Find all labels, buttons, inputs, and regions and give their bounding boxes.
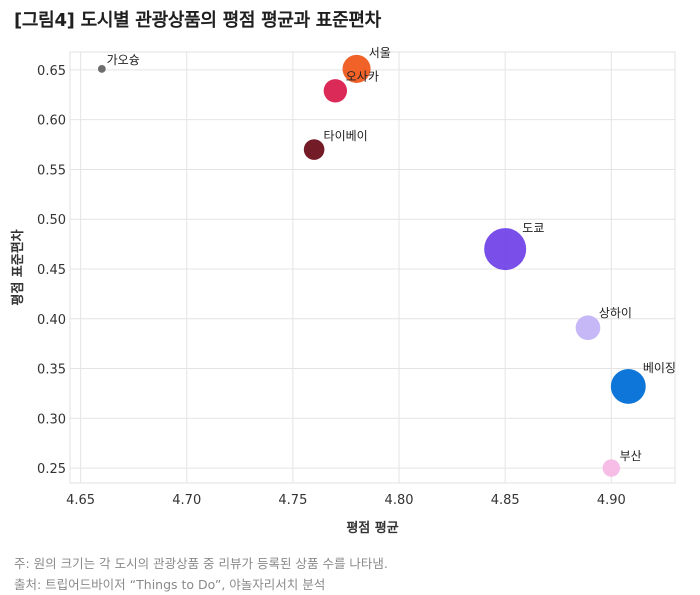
data-label: 부산 <box>620 449 642 463</box>
y-tick-label: 0.60 <box>37 114 66 129</box>
scatter-chart: 4.65 4.70 4.75 4.80 4.85 4.90 0.25 0.30 0.35 0.40… <box>10 46 676 536</box>
data-point <box>602 459 621 477</box>
x-tick-label: 4.70 <box>172 493 201 508</box>
data-point <box>303 139 325 160</box>
data-point <box>342 54 371 83</box>
x-tick-label: 4.75 <box>278 493 307 508</box>
y-axis-label: 평점 표준편차 <box>10 229 26 305</box>
source-note: 출처: 트립어드바이저 “Things to Do”, 야놀자리서치 분석 <box>14 577 326 592</box>
data-label: 상하이 <box>599 306 632 320</box>
footnotes: 주: 원의 크기는 각 도시의 관광상품 중 리뷰가 등록된 상품 수를 나타냄… <box>14 553 388 595</box>
x-tick-label: 4.90 <box>597 493 626 508</box>
data-label: 서울 <box>369 46 391 60</box>
size-note: 주: 원의 크기는 각 도시의 관광상품 중 리뷰가 등록된 상품 수를 나타냄… <box>14 556 388 571</box>
y-tick-label: 0.55 <box>37 163 66 178</box>
data-point <box>323 79 348 103</box>
data-label: 베이징 <box>643 361 676 375</box>
y-tick-label: 0.25 <box>37 462 66 477</box>
x-tick-label: 4.65 <box>66 493 95 508</box>
y-tick-label: 0.50 <box>37 213 66 228</box>
chart-title: [그림4] 도시별 관광상품의 평점 평균과 표준편차 <box>14 10 381 31</box>
data-point <box>484 228 527 271</box>
data-label: 가오슝 <box>107 53 140 67</box>
data-point <box>610 369 646 404</box>
y-tick-label: 0.40 <box>37 313 66 328</box>
data-point <box>575 315 601 341</box>
x-tick-label: 4.80 <box>385 493 414 508</box>
y-tick-label: 0.30 <box>37 412 66 427</box>
data-label: 타이베이 <box>324 129 368 143</box>
y-tick-label: 0.45 <box>37 263 66 278</box>
y-tick-label: 0.35 <box>37 363 66 378</box>
data-label: 도쿄 <box>522 221 544 235</box>
x-tick-label: 4.85 <box>491 493 520 508</box>
y-tick-label: 0.65 <box>37 64 66 79</box>
data-label: 오사카 <box>346 69 379 83</box>
x-axis-label: 평점 평균 <box>346 520 398 536</box>
data-point <box>97 65 106 73</box>
plot-area <box>69 51 676 484</box>
